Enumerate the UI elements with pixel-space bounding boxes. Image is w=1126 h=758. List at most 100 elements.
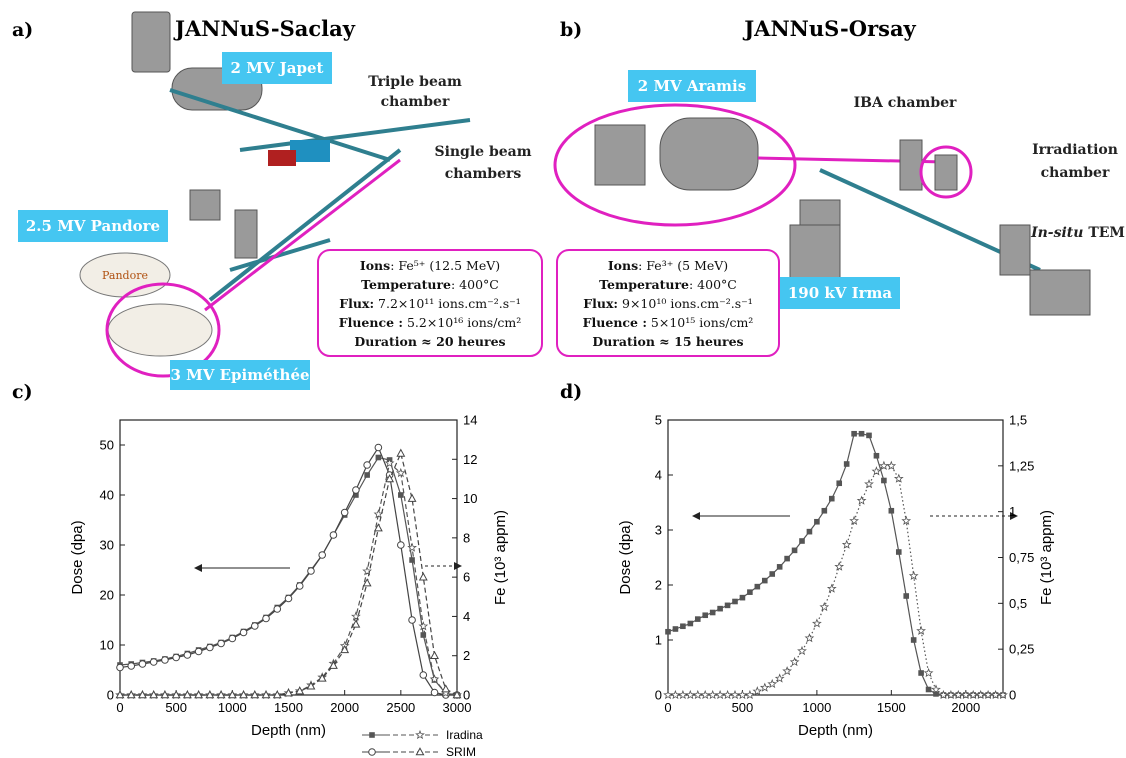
marker-star	[724, 691, 732, 698]
marker-square	[369, 732, 375, 738]
marker-star	[664, 691, 672, 698]
marker-square	[717, 606, 723, 612]
marker-circle	[252, 623, 259, 630]
condition-value: 5×10¹⁵ ions/cm²	[647, 315, 753, 330]
marker-star	[821, 603, 829, 610]
note: In-situ TEM	[1030, 225, 1125, 241]
marker-star	[761, 684, 769, 691]
marker-square	[784, 556, 790, 562]
y-tick-label: 4	[655, 468, 662, 483]
y2-tick-label: 0,5	[1009, 596, 1027, 611]
y2-tick-label: 12	[463, 452, 477, 467]
marker-star	[798, 647, 806, 654]
svg-text:Pandore: Pandore	[102, 269, 148, 282]
note-italic: In-situ	[1030, 225, 1083, 241]
marker-circle	[150, 659, 157, 666]
marker-circle	[263, 615, 270, 622]
y-tick-label: 20	[100, 588, 114, 603]
x-tick-label: 2000	[330, 700, 359, 715]
marker-circle	[128, 663, 135, 670]
marker-square	[376, 455, 382, 461]
y2-tick-label: 14	[463, 413, 477, 428]
marker-square	[829, 496, 835, 502]
marker-square	[762, 578, 768, 584]
marker-star	[679, 691, 687, 698]
marker-triangle	[408, 495, 415, 502]
facility-label: 2 MV Aramis	[638, 77, 746, 95]
x-tick-label: 1000	[218, 700, 247, 715]
marker-square	[903, 593, 909, 599]
y-tick-label: 10	[100, 638, 114, 653]
x-tick-label: 500	[732, 700, 754, 715]
marker-circle	[364, 462, 371, 469]
condition-label: Duration ≈ 15 heures	[592, 334, 743, 349]
marker-star	[813, 620, 821, 627]
marker-square	[680, 623, 686, 629]
panel-title: JANNuS-Orsay	[742, 16, 916, 41]
marker-square	[673, 626, 679, 632]
condition-label: Temperature	[361, 277, 451, 292]
note: Single beam	[434, 144, 531, 160]
y-tick-label: 1	[655, 633, 662, 648]
series-line	[120, 458, 457, 696]
condition-label: Flux:	[583, 296, 618, 311]
y2-tick-label: 1,25	[1009, 458, 1034, 473]
marker-circle	[375, 444, 382, 451]
condition-value: 9×10¹⁰ ions.cm⁻².s⁻¹	[618, 296, 753, 311]
marker-star	[672, 691, 680, 698]
marker-square	[889, 508, 895, 514]
y-tick-label: 50	[100, 438, 114, 453]
marker-circle	[240, 629, 247, 636]
marker-circle	[139, 661, 146, 668]
marker-circle	[274, 606, 281, 613]
y2-tick-label: 0,75	[1009, 550, 1034, 565]
note: Triple beam	[368, 74, 462, 90]
marker-star	[902, 517, 910, 524]
x-tick-label: 0	[116, 700, 123, 715]
condition-label: Fluence :	[339, 315, 403, 330]
marker-square	[695, 616, 701, 622]
condition-line: Flux: 7.2×10¹¹ ions.cm⁻².s⁻¹	[339, 296, 520, 311]
marker-square	[926, 687, 932, 693]
note: chamber	[381, 94, 450, 110]
marker-square	[740, 595, 746, 601]
marker-star	[709, 691, 717, 698]
condition-line: Duration ≈ 20 heures	[354, 334, 505, 349]
marker-star	[416, 731, 424, 738]
y-tick-label: 40	[100, 488, 114, 503]
marker-star	[363, 567, 371, 574]
x-tick-label: 1000	[802, 700, 831, 715]
marker-star	[783, 667, 791, 674]
plot-frame	[668, 420, 1003, 695]
marker-triangle	[420, 573, 427, 580]
condition-label: Ions	[608, 258, 638, 273]
x-tick-label: 1500	[877, 700, 906, 715]
y2-tick-label: 10	[463, 491, 477, 506]
marker-circle	[369, 749, 376, 756]
x-tick-label: 1500	[274, 700, 303, 715]
marker-square	[822, 508, 828, 514]
condition-label: Ions	[360, 258, 390, 273]
marker-square	[896, 549, 902, 555]
x-axis-label: Depth (nm)	[798, 722, 873, 739]
marker-star	[858, 497, 866, 504]
y2-axis-label: Fe (10³ appm)	[1038, 510, 1055, 605]
marker-square	[814, 519, 820, 525]
condition-line: Temperature: 400°C	[361, 277, 499, 292]
marker-circle	[173, 654, 180, 661]
y2-tick-label: 1	[1009, 504, 1016, 519]
marker-triangle	[431, 652, 438, 659]
series-line	[668, 466, 1003, 695]
condition-value: : Fe³⁺ (5 MeV)	[638, 258, 728, 273]
marker-star	[375, 510, 383, 517]
marker-circle	[285, 595, 292, 602]
marker-square	[364, 472, 370, 478]
condition-label: Flux:	[339, 296, 374, 311]
marker-square	[836, 480, 842, 486]
y-tick-label: 3	[655, 523, 662, 538]
marker-circle	[162, 657, 169, 664]
marker-star	[806, 634, 814, 641]
marker-circle	[319, 552, 326, 559]
marker-square	[851, 431, 857, 437]
marker-circle	[431, 689, 438, 696]
